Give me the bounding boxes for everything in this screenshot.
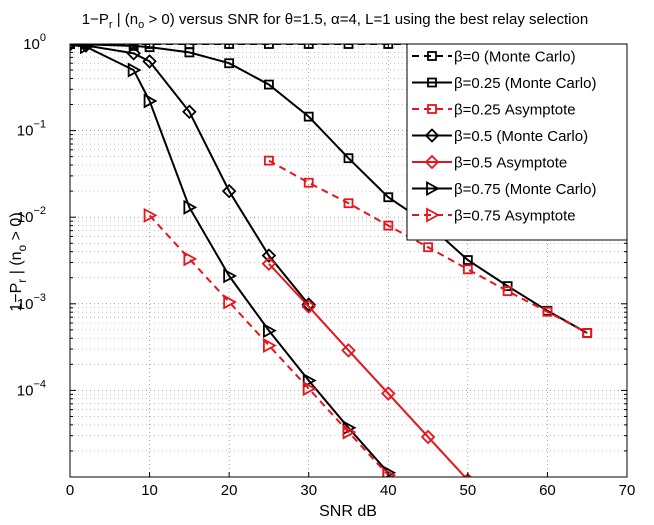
series-line — [148, 214, 390, 476]
data-point — [343, 198, 354, 209]
series-line — [70, 44, 310, 306]
legend-label: β=0 (Monte Carlo) — [454, 49, 576, 66]
data-point — [126, 46, 141, 61]
legend-marker — [424, 128, 440, 143]
data-point — [263, 337, 277, 354]
plot-frame — [69, 43, 628, 478]
legend-label: β=0.5 (Monte Carlo) — [454, 128, 588, 145]
x-tick-label: 20 — [221, 482, 238, 499]
data-point — [128, 44, 139, 51]
data-point — [462, 264, 473, 275]
y-tick-label: 10−4 — [17, 378, 46, 399]
data-point — [264, 155, 274, 166]
data-point — [502, 286, 513, 297]
data-point — [383, 220, 394, 231]
data-point — [302, 381, 317, 397]
y-tick-label: 10−3 — [17, 292, 46, 313]
x-tick-label: 50 — [460, 482, 477, 499]
data-point — [143, 93, 158, 109]
data-point — [542, 306, 553, 317]
legend-label: β=0.5 Asymptote — [454, 155, 567, 172]
y-axis-label: 1−Pr | (no > 0) — [8, 212, 29, 311]
x-tick-label: 60 — [539, 482, 556, 499]
legend-label: β=0.75 Asymptote — [454, 208, 576, 225]
series-5 — [70, 44, 397, 477]
legend: β=0 (Monte Carlo) β=0.25 (Monte Carlo) β=0… — [406, 43, 628, 241]
y-tick-label: 10−1 — [17, 119, 46, 140]
data-point — [221, 183, 237, 199]
chart-title: 1−Pr | (no > 0) versus SNR for θ=1.5, α=… — [82, 11, 588, 31]
legend-marker — [427, 77, 437, 88]
legend-label: β=0.25 (Monte Carlo) — [454, 75, 596, 92]
data-point — [127, 62, 142, 78]
legend-box — [406, 43, 628, 241]
x-tick-label: 70 — [619, 482, 636, 499]
data-point — [261, 256, 277, 272]
data-point — [264, 44, 274, 49]
data-point — [343, 153, 354, 164]
data-point — [303, 111, 314, 122]
data-point — [582, 328, 593, 338]
data-point — [264, 79, 274, 90]
series-line — [268, 159, 588, 334]
series-4 — [261, 256, 472, 477]
data-point — [144, 44, 155, 53]
data-point — [382, 467, 397, 477]
data-point — [302, 373, 317, 389]
series-6 — [143, 207, 397, 477]
data-point — [224, 58, 235, 69]
x-tick-label: 40 — [380, 482, 397, 499]
legend-label: β=0.75 (Monte Carlo) — [454, 181, 596, 198]
data-point — [80, 44, 94, 55]
data-point — [78, 44, 94, 53]
legend-marker — [427, 51, 437, 61]
data-point — [223, 268, 238, 284]
data-point — [343, 44, 354, 49]
series-line — [70, 44, 390, 474]
legend-marker — [426, 180, 440, 197]
data-point — [261, 248, 277, 263]
data-point — [143, 207, 158, 223]
series-line — [70, 44, 588, 334]
series-line — [268, 263, 467, 477]
data-point — [142, 54, 157, 69]
data-point — [420, 429, 436, 445]
x-tick-label: 30 — [300, 482, 317, 499]
data-point — [381, 386, 396, 401]
data-point — [301, 299, 316, 314]
x-axis-label: SNR dB — [319, 503, 377, 520]
data-point — [383, 192, 394, 203]
data-point — [502, 281, 513, 292]
legend-marker — [426, 207, 440, 223]
data-point — [183, 199, 198, 215]
legend-marker — [424, 154, 440, 170]
x-tick-label: 0 — [66, 482, 74, 499]
data-point — [183, 251, 198, 267]
data-point — [263, 323, 277, 339]
legend-marker — [427, 104, 437, 114]
data-point — [182, 104, 197, 120]
data-point — [462, 255, 473, 265]
data-point — [303, 177, 314, 188]
x-tick-label: 10 — [141, 482, 158, 499]
data-point — [423, 242, 433, 253]
series-layer — [70, 44, 593, 477]
y-tick-label: 10−2 — [17, 205, 46, 226]
data-point — [341, 343, 356, 358]
data-point — [184, 47, 195, 58]
data-point — [223, 294, 238, 310]
axis-ticks: 0 10 20 30 40 50 60 70 10−4 10−3 10−2 10−1 100 — [17, 32, 636, 499]
legend-label: β=0.25 Asymptote — [454, 102, 576, 119]
y-tick-label: 100 — [23, 32, 46, 53]
data-point — [342, 424, 357, 440]
series-2 — [264, 155, 593, 338]
